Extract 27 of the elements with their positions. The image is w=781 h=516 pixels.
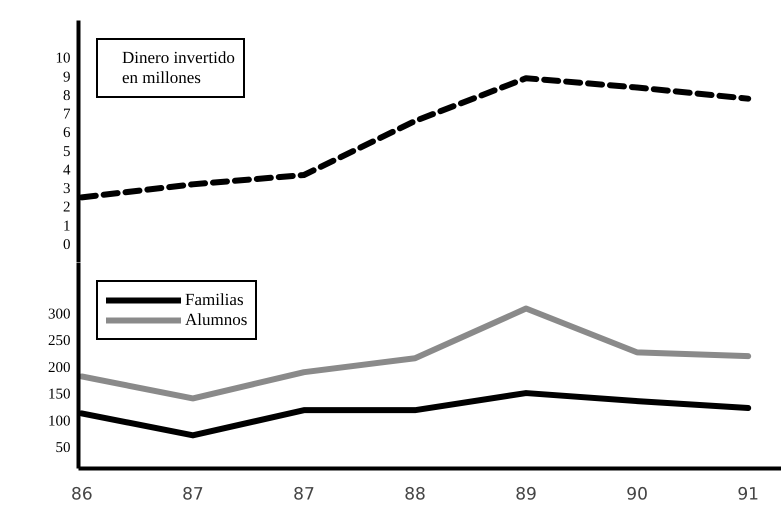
y-tick-label: 10 (56, 50, 70, 67)
x-tick-label: 86 (71, 484, 93, 504)
text: Dinero invertido en millones (122, 48, 235, 88)
y-tick-label: 8 (63, 88, 70, 104)
y-tick-label: 300 (48, 306, 70, 322)
y-tick-label: 0 (63, 236, 70, 253)
legend-label: Familias (185, 290, 244, 310)
x-tick-label: 91 (737, 484, 760, 504)
x-tick-label: 87 (293, 484, 315, 504)
x-tick-label: 87 (182, 484, 204, 504)
x-tick-label: 90 (626, 484, 648, 504)
y-tick-label: 150 (48, 386, 70, 403)
y-tick-label: 100 (48, 413, 70, 430)
y-tick-label: 3 (63, 181, 70, 198)
y-tick-label: 6 (63, 125, 71, 142)
y-tick-label: 9 (63, 69, 70, 86)
y-tick-label: 7 (63, 106, 71, 123)
y-tick-label: 250 (48, 333, 70, 350)
y-tick-label: 200 (48, 360, 70, 376)
y-tick-label: 50 (56, 440, 70, 456)
y-tick-label: 4 (63, 162, 71, 178)
x-tick-label: 88 (404, 484, 426, 504)
x-tick-label: 89 (515, 484, 537, 504)
y-tick-label: 1 (63, 218, 70, 234)
y-tick-label: 2 (63, 200, 70, 216)
y-tick-label: 5 (63, 144, 70, 160)
legend-label: Alumnos (185, 310, 248, 330)
